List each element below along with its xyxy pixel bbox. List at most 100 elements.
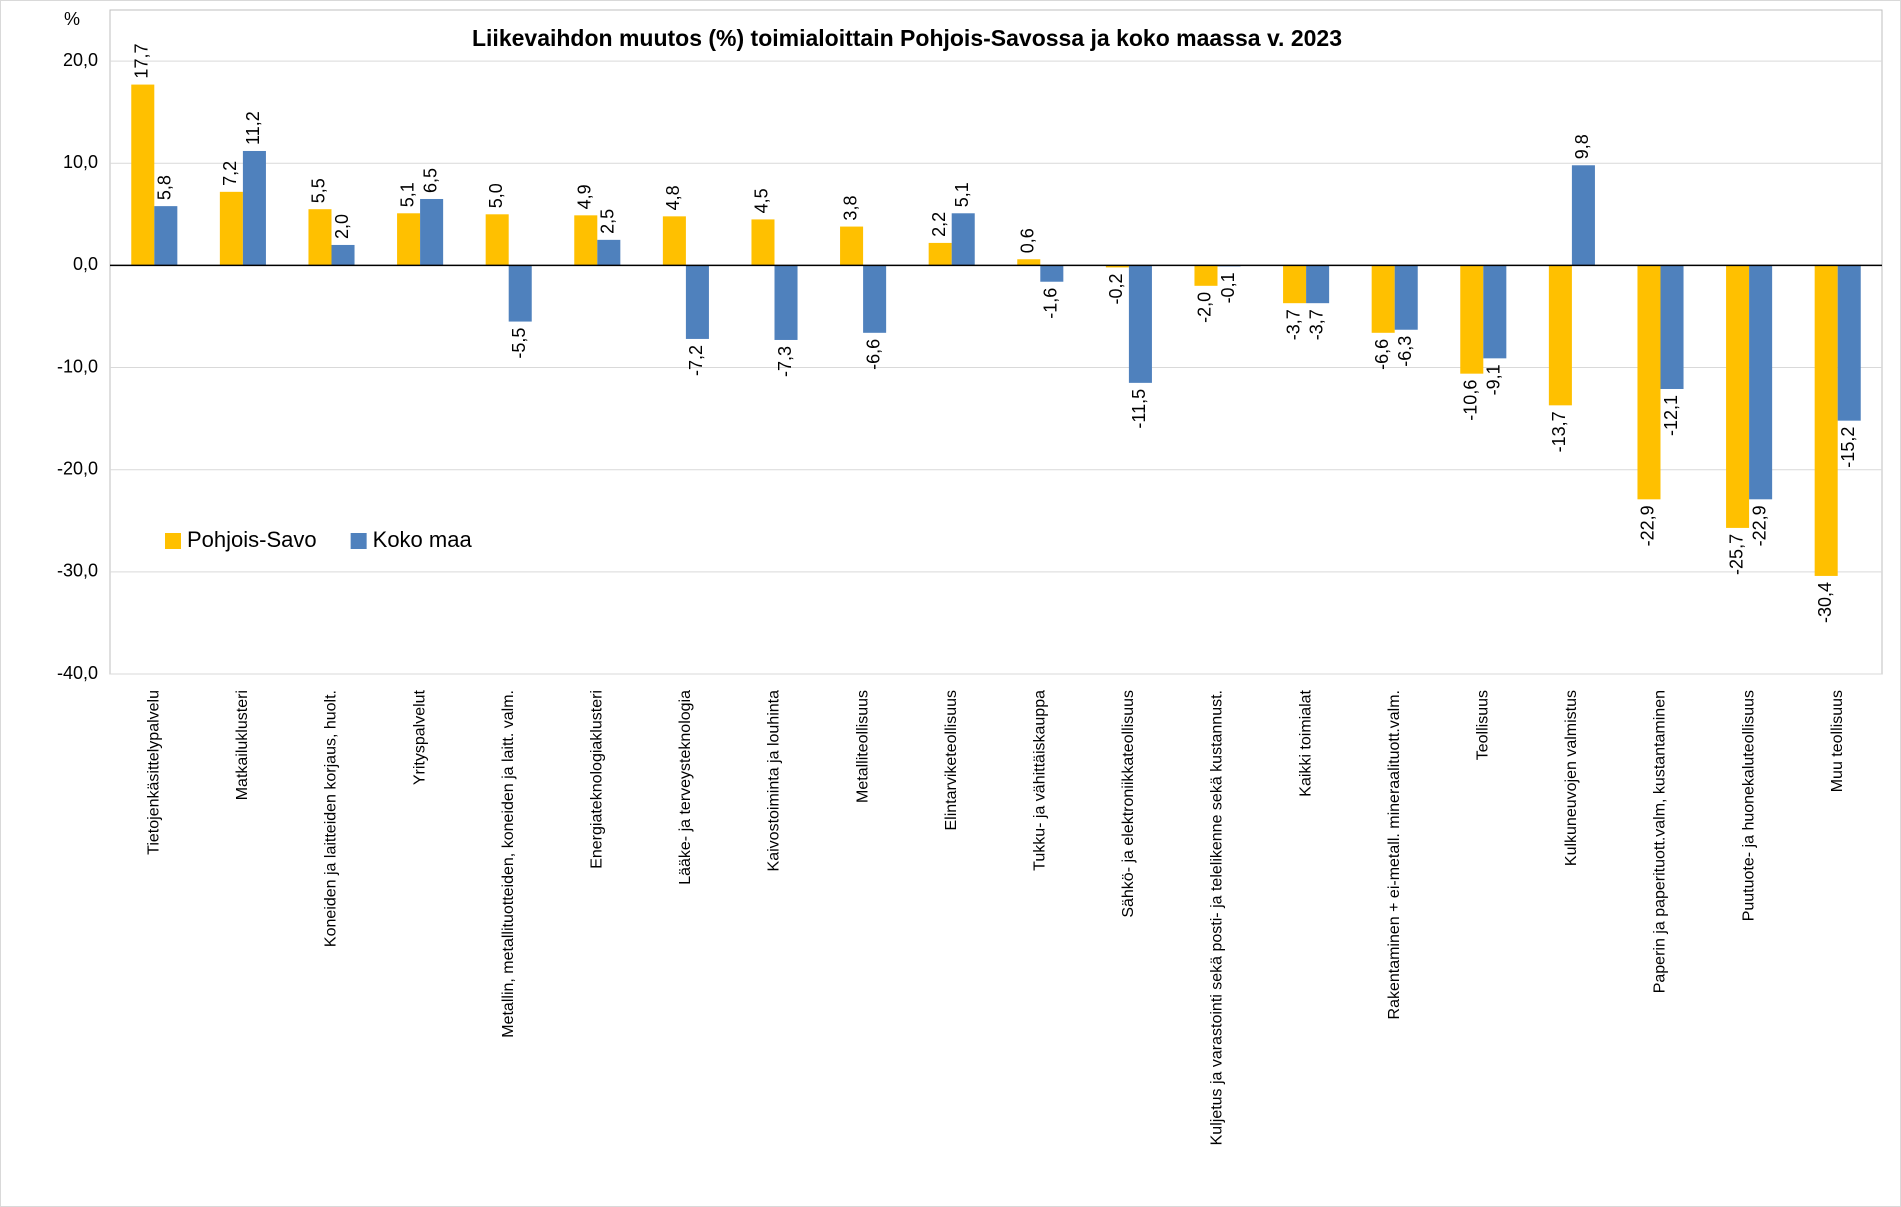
bar	[420, 198, 444, 266]
x-tick-label: Rakentaminen + ei-metall. mineraalituott…	[1386, 690, 1403, 1019]
bar	[1394, 265, 1418, 330]
x-tick-label: Koneiden ja laitteiden korjaus, huolt.	[323, 690, 340, 947]
y-tick-label: -20,0	[57, 458, 98, 478]
bar	[1371, 265, 1395, 333]
bar	[1017, 259, 1041, 266]
chart-title: Liikevaihdon muutos (%) toimialoittain P…	[472, 25, 1342, 51]
bar	[1283, 265, 1307, 304]
legend-swatch	[165, 533, 181, 549]
bar	[331, 244, 355, 266]
data-label: -12,1	[1661, 395, 1681, 436]
y-tick-label: -30,0	[57, 561, 98, 581]
bar	[485, 214, 509, 266]
bar	[242, 150, 266, 266]
data-label: 5,5	[309, 178, 329, 203]
data-label: 3,8	[840, 196, 860, 221]
data-label: -22,9	[1749, 505, 1769, 546]
data-label: -13,7	[1549, 411, 1569, 452]
bar	[508, 265, 532, 322]
data-label: 4,9	[575, 184, 595, 209]
y-tick-label: -40,0	[57, 663, 98, 683]
data-label: 11,2	[243, 111, 263, 145]
x-tick-label: Puutuote- ja huonekaluteollisuus	[1740, 690, 1757, 921]
bar	[1194, 265, 1218, 286]
data-label: -30,4	[1815, 582, 1835, 623]
legend-label: Pohjois-Savo	[187, 527, 317, 552]
x-tick-label: Muu teollisuus	[1829, 690, 1846, 792]
data-label: -11,5	[1129, 389, 1149, 429]
x-tick-label: Lääke- ja terveysteknologia	[677, 690, 694, 885]
legend-swatch	[350, 533, 367, 549]
data-label: -7,2	[686, 345, 706, 376]
bar	[863, 265, 887, 333]
data-label: -10,6	[1461, 380, 1481, 421]
y-tick-label: -10,0	[57, 356, 98, 376]
bar	[1749, 265, 1773, 500]
y-axis-label: %	[64, 9, 80, 29]
x-tick-label: Tukku- ja vähittäiskauppa	[1032, 690, 1049, 871]
data-label: -6,6	[1372, 339, 1392, 370]
x-tick-label: Kaikki toimialat	[1297, 689, 1314, 796]
bar	[1726, 265, 1750, 528]
bar	[1460, 265, 1484, 374]
bar	[685, 265, 709, 339]
data-label: -3,7	[1283, 309, 1303, 340]
bar	[131, 84, 155, 266]
bar	[1128, 265, 1152, 383]
bar	[597, 239, 621, 266]
data-label: -9,1	[1484, 364, 1504, 395]
bar	[1105, 265, 1129, 268]
legend-label: Koko maa	[373, 527, 473, 552]
data-label: 5,1	[397, 182, 417, 207]
x-tick-label: Paperin ja paperituott.valm, kustantamin…	[1652, 690, 1669, 993]
data-label: 5,0	[486, 183, 506, 208]
data-label: 17,7	[132, 44, 152, 79]
data-label: 9,8	[1572, 134, 1592, 159]
x-tick-label: Sähkö- ja elektroniikkateollisuus	[1120, 690, 1137, 918]
x-tick-label: Kaivostoiminta ja louhinta	[766, 690, 783, 872]
bar	[662, 216, 686, 266]
data-label: -15,2	[1838, 427, 1858, 468]
bar	[397, 213, 421, 266]
y-tick-label: 0,0	[73, 254, 98, 274]
x-tick-label: Matkailuklusteri	[234, 690, 251, 800]
data-label: 7,2	[220, 161, 240, 186]
data-label: 5,1	[952, 182, 972, 207]
data-label: -0,1	[1218, 272, 1238, 303]
data-label: 6,5	[420, 168, 440, 193]
bar	[1306, 265, 1330, 304]
data-label: -6,6	[863, 339, 883, 370]
bar	[1814, 265, 1838, 576]
bar	[308, 209, 332, 266]
bar	[154, 206, 178, 266]
data-label: -2,0	[1195, 292, 1215, 323]
bar	[840, 226, 864, 266]
bar	[1548, 265, 1572, 406]
data-label: 4,8	[663, 185, 683, 210]
data-label: 0,6	[1018, 228, 1038, 253]
data-label: 2,2	[929, 212, 949, 237]
x-tick-label: Metalliteollisuus	[854, 690, 871, 803]
bar	[1660, 265, 1684, 389]
bar	[1637, 265, 1661, 500]
data-label: 5,8	[155, 175, 175, 200]
data-label: -25,7	[1726, 534, 1746, 575]
data-label: -7,3	[775, 346, 795, 377]
bar	[1837, 265, 1861, 421]
data-label: 4,5	[752, 188, 772, 213]
x-tick-label: Teollisuus	[1475, 690, 1492, 760]
y-tick-label: 10,0	[63, 152, 98, 172]
bar	[1040, 265, 1064, 282]
data-label: 2,5	[598, 209, 618, 234]
x-tick-label: Energiateknologiaklusteri	[589, 690, 606, 869]
bar	[1483, 265, 1507, 359]
bar	[1571, 165, 1595, 266]
bar	[219, 191, 243, 266]
x-tick-label: Elintarviketeollisuus	[943, 690, 960, 831]
bar	[774, 265, 798, 340]
data-label: -5,5	[509, 328, 529, 359]
bar	[574, 215, 598, 266]
bar	[928, 242, 952, 266]
